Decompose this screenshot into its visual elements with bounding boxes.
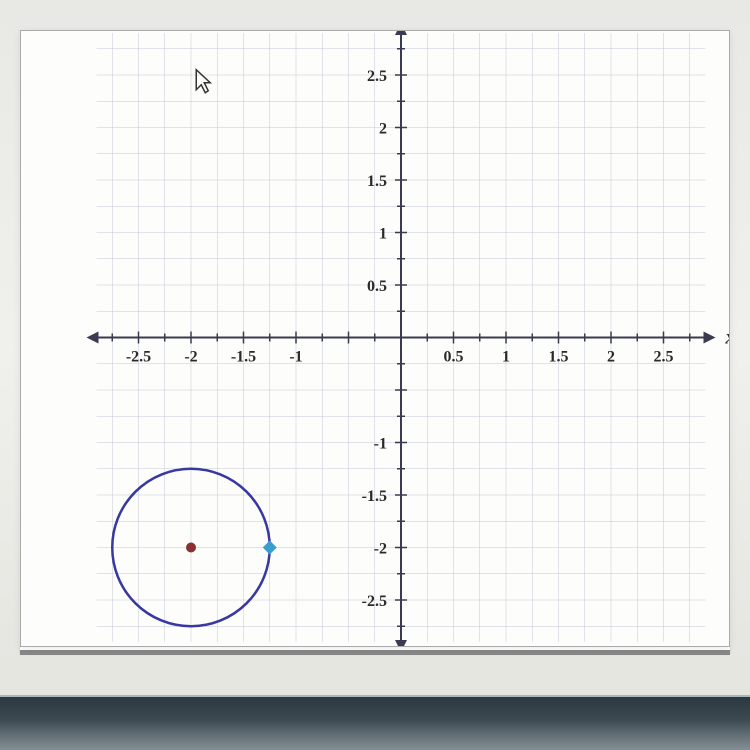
x-tick-label: 1 [502, 349, 510, 366]
y-tick-label: -1.5 [362, 488, 387, 505]
screen-bezel-border [20, 647, 730, 655]
x-tick-label: -2 [184, 349, 197, 366]
monitor-bezel [0, 695, 750, 750]
y-tick-label: 0.5 [367, 278, 387, 295]
x-tick-label: -1 [289, 349, 302, 366]
y-tick-label: 1 [379, 226, 387, 243]
x-tick-label: 1.5 [549, 349, 569, 366]
y-tick-label: -2 [374, 541, 387, 558]
x-tick-label: 2.5 [654, 349, 674, 366]
cursor-icon [196, 70, 210, 93]
x-tick-label: -2.5 [126, 349, 151, 366]
circle-radius-point[interactable] [263, 541, 277, 555]
coordinate-plane-svg: -2.5 -2 -1.5 -1 0.5 1 1.5 2 2.5 0.5 1 1.5 2 2.5 -1 -1.5… [21, 31, 729, 646]
y-tick-label: 2 [379, 121, 387, 138]
bezel-reflection [0, 720, 750, 750]
photo-background: -2.5 -2 -1.5 -1 0.5 1 1.5 2 2.5 0.5 1 1.5 2 2.5 -1 -1.5… [0, 0, 750, 695]
x-tick-label: 2 [607, 349, 615, 366]
y-tick-label: 1.5 [367, 173, 387, 190]
y-tick-label: -1 [374, 436, 387, 453]
x-axis-label: x [725, 327, 730, 349]
y-tick-label: -2.5 [362, 593, 387, 610]
x-tick-label: -1.5 [231, 349, 256, 366]
y-tick-label: 2.5 [367, 68, 387, 85]
circle-center-point[interactable] [186, 543, 196, 553]
graph-paper: -2.5 -2 -1.5 -1 0.5 1 1.5 2 2.5 0.5 1 1.5 2 2.5 -1 -1.5… [20, 30, 730, 647]
x-tick-label: 0.5 [444, 349, 464, 366]
